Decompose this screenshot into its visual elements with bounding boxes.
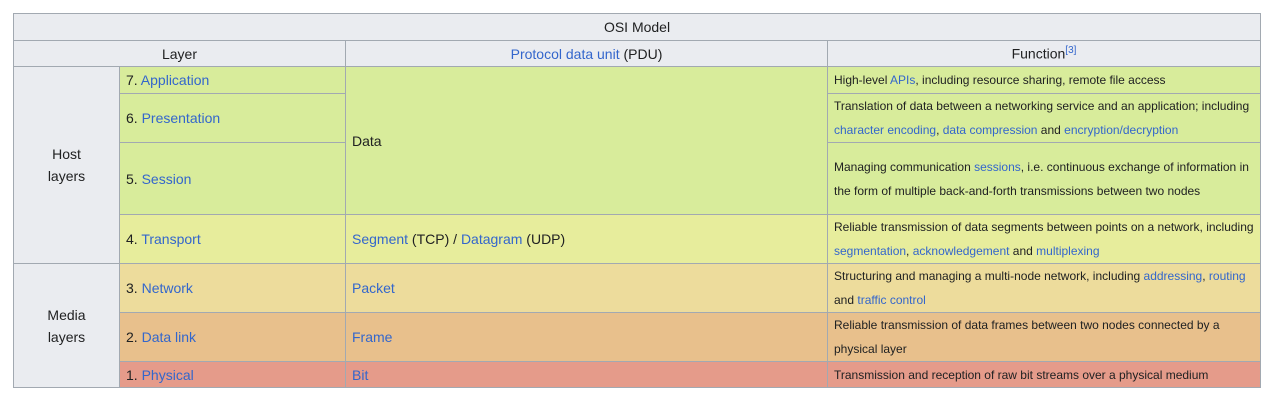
layer-cell-session: 5. Session <box>119 142 346 215</box>
function-text: and <box>834 293 858 307</box>
layer-link-presentation[interactable]: Presentation <box>141 110 221 126</box>
function-text: Translation of data between a networking… <box>834 99 1250 113</box>
function-text: Structuring and managing a multi-node ne… <box>834 269 1144 283</box>
routing-link[interactable]: routing <box>1208 269 1246 283</box>
layer-link-application[interactable]: Application <box>140 72 210 88</box>
segmentation-link[interactable]: segmentation <box>834 244 907 258</box>
function-transport: Reliable transmission of data segments b… <box>826 214 1262 264</box>
function-text: , i.e. continuous exchange of informatio… <box>834 159 1249 198</box>
tcp-text: (TCP) / <box>408 231 461 247</box>
pdu-data: Data <box>345 66 828 215</box>
layer-cell-network: 3. Network <box>119 263 346 313</box>
layer-cell-physical: 1. Physical <box>119 361 346 388</box>
function-physical: Transmission and reception of raw bit st… <box>826 361 1262 388</box>
multiplexing-link[interactable]: multiplexing <box>1036 244 1100 258</box>
sessions-link[interactable]: sessions <box>974 159 1021 174</box>
layer-number: 4. <box>126 231 142 247</box>
pdu-frame: Frame <box>345 312 828 362</box>
function-text: High-level <box>834 73 891 87</box>
group-media-line2: layers <box>47 328 86 345</box>
function-datalink: Reliable transmission of data frames bet… <box>826 312 1262 362</box>
layer-link-physical[interactable]: Physical <box>141 366 194 383</box>
header-function: Function[3] <box>826 40 1262 67</box>
function-text: , <box>1202 269 1209 283</box>
function-text: and <box>1009 244 1037 258</box>
layer-link-network[interactable]: Network <box>141 280 193 296</box>
pdu-header-suffix: (PDU) <box>619 45 663 62</box>
datagram-link[interactable]: Datagram <box>460 231 523 247</box>
osi-model-table: OSI Model Layer Protocol data unit (PDU)… <box>12 13 1262 388</box>
layer-cell-datalink: 2. Data link <box>119 312 346 362</box>
osi-model-table-wrapper: OSI Model Layer Protocol data unit (PDU)… <box>12 13 1262 388</box>
encryption-link[interactable]: encryption/decryption <box>1064 123 1179 137</box>
frame-link[interactable]: Frame <box>352 329 393 345</box>
header-pdu: Protocol data unit (PDU) <box>345 40 828 67</box>
layer-link-session[interactable]: Session <box>141 170 192 187</box>
group-host-layers: Host layers <box>13 66 120 264</box>
apis-link[interactable]: APIs <box>890 73 916 87</box>
function-application: High-level APIs, including resource shar… <box>826 66 1262 94</box>
function-text: , <box>906 244 913 258</box>
layer-number: 5. <box>126 170 142 187</box>
layer-number: 2. <box>126 329 142 345</box>
function-session: Managing communication sessions, i.e. co… <box>826 142 1262 215</box>
bit-link[interactable]: Bit <box>352 366 369 383</box>
traffic-control-link[interactable]: traffic control <box>857 293 926 307</box>
layer-cell-transport: 4. Transport <box>119 214 346 264</box>
function-network: Structuring and managing a multi-node ne… <box>826 263 1262 313</box>
pdu-packet: Packet <box>345 263 828 313</box>
layer-number: 1. <box>126 366 142 383</box>
layer-number: 7. <box>126 72 141 88</box>
group-media-line1: Media <box>47 306 86 323</box>
packet-link[interactable]: Packet <box>352 280 395 296</box>
addressing-link[interactable]: addressing <box>1143 269 1203 283</box>
group-media-layers: Media layers <box>13 263 120 388</box>
udp-text: (UDP) <box>522 231 566 247</box>
citation-link[interactable]: [3] <box>1065 45 1077 57</box>
table-caption: OSI Model <box>12 13 1262 41</box>
group-host-line2: layers <box>47 168 86 184</box>
function-text: and <box>1037 123 1065 137</box>
function-text: , including resource sharing, remote fil… <box>915 73 1166 87</box>
pdu-header-link[interactable]: Protocol data unit <box>510 45 620 62</box>
layer-link-datalink[interactable]: Data link <box>141 329 197 345</box>
layer-number: 6. <box>126 110 142 126</box>
header-layer: Layer <box>13 40 346 67</box>
acknowledgement-link[interactable]: acknowledgement <box>912 244 1010 258</box>
layer-link-transport[interactable]: Transport <box>141 231 201 247</box>
function-presentation: Translation of data between a networking… <box>826 93 1262 143</box>
function-text: , <box>936 123 943 137</box>
pdu-bit: Bit <box>345 361 828 388</box>
character-encoding-link[interactable]: character encoding <box>834 123 937 137</box>
segment-link[interactable]: Segment <box>352 231 409 247</box>
function-text: Managing communication <box>834 159 975 174</box>
layer-cell-application: 7. Application <box>119 66 346 94</box>
layer-cell-presentation: 6. Presentation <box>119 93 346 143</box>
data-compression-link[interactable]: data compression <box>942 123 1038 137</box>
pdu-segment-datagram: Segment (TCP) / Datagram (UDP) <box>345 214 828 264</box>
group-host-line1: Host <box>52 146 81 162</box>
function-header-label: Function <box>1011 45 1066 62</box>
layer-number: 3. <box>126 280 142 296</box>
function-text: Reliable transmission of data segments b… <box>834 220 1254 234</box>
